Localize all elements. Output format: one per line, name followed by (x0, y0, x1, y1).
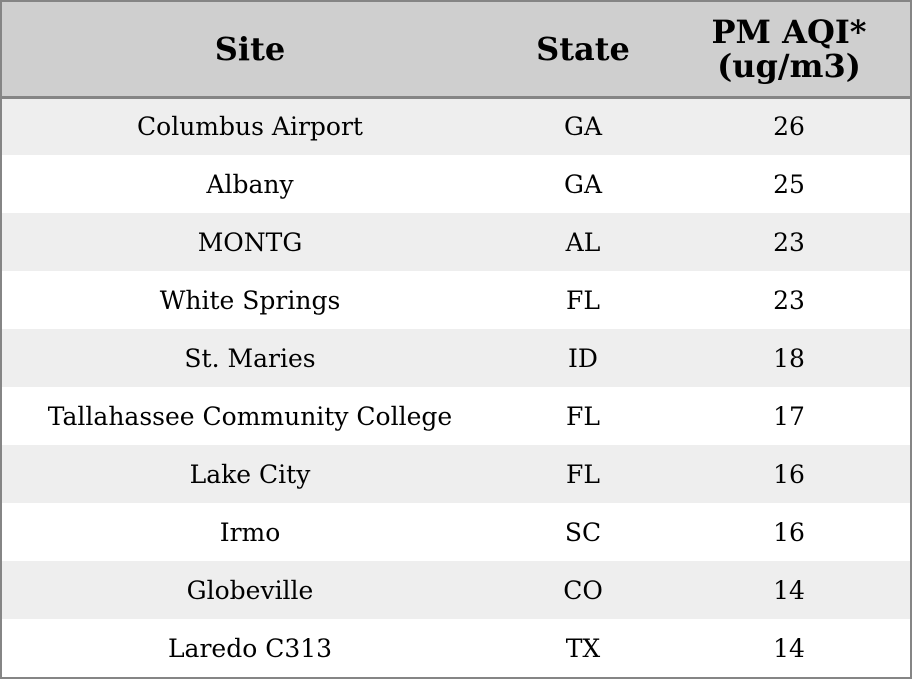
cell-aqi: 25 (773, 169, 805, 199)
table-row: Lake City FL 16 (2, 445, 910, 503)
cell-state: ID (568, 343, 598, 373)
cell-site: Laredo C313 (167, 633, 333, 663)
table-row: Laredo C313 TX 14 (2, 619, 910, 677)
cell-state: AL (565, 227, 601, 257)
cell-state: GA (563, 169, 603, 199)
cell-site: Tallahassee Community College (47, 401, 453, 431)
cell-site: Irmo (219, 517, 281, 547)
header-state: State (498, 2, 668, 99)
table-row: St. Maries ID 18 (2, 329, 910, 387)
cell-aqi: 23 (773, 285, 805, 315)
table-row: Irmo SC 16 (2, 503, 910, 561)
cell-aqi: 14 (773, 575, 805, 605)
cell-state: FL (566, 401, 600, 431)
cell-state: CO (563, 575, 603, 605)
cell-aqi: 14 (773, 633, 805, 663)
cell-site: Albany (206, 169, 294, 199)
header-pm-aqi-line1: PM AQI* (711, 12, 867, 51)
header-pm-aqi-line2: (ug/m3) (717, 46, 861, 85)
cell-state: SC (564, 517, 602, 547)
table-row: White Springs FL 23 (2, 271, 910, 329)
table-row: Globeville CO 14 (2, 561, 910, 619)
cell-site: Columbus Airport (137, 112, 363, 142)
cell-state: TX (565, 633, 601, 663)
table-row: Tallahassee Community College FL 17 (2, 387, 910, 445)
cell-state: FL (566, 459, 600, 489)
cell-aqi: 17 (773, 401, 805, 431)
cell-state: FL (566, 285, 600, 315)
cell-aqi: 16 (773, 517, 805, 547)
header-site: Site (2, 2, 498, 99)
cell-site: St. Maries (184, 343, 316, 373)
header-pm-aqi: PM AQI* (ug/m3) (668, 2, 910, 99)
header-row: Site State PM AQI* (ug/m3) (2, 2, 910, 99)
cell-site: MONTG (197, 227, 303, 257)
cell-site: Lake City (189, 459, 311, 489)
table-row: MONTG AL 23 (2, 213, 910, 271)
table-body: Columbus Airport GA 26 Albany GA 25 MONT… (2, 97, 910, 677)
table-row: Columbus Airport GA 26 (2, 97, 910, 155)
cell-aqi: 16 (773, 459, 805, 489)
cell-aqi: 26 (773, 112, 805, 142)
cell-state: GA (563, 112, 603, 142)
table-header: Site State PM AQI* (ug/m3) (2, 2, 910, 99)
cell-site: Globeville (186, 575, 314, 605)
cell-aqi: 23 (773, 227, 805, 257)
cell-site: White Springs (159, 285, 341, 315)
table-row: Albany GA 25 (2, 155, 910, 213)
cell-aqi: 18 (773, 343, 805, 373)
